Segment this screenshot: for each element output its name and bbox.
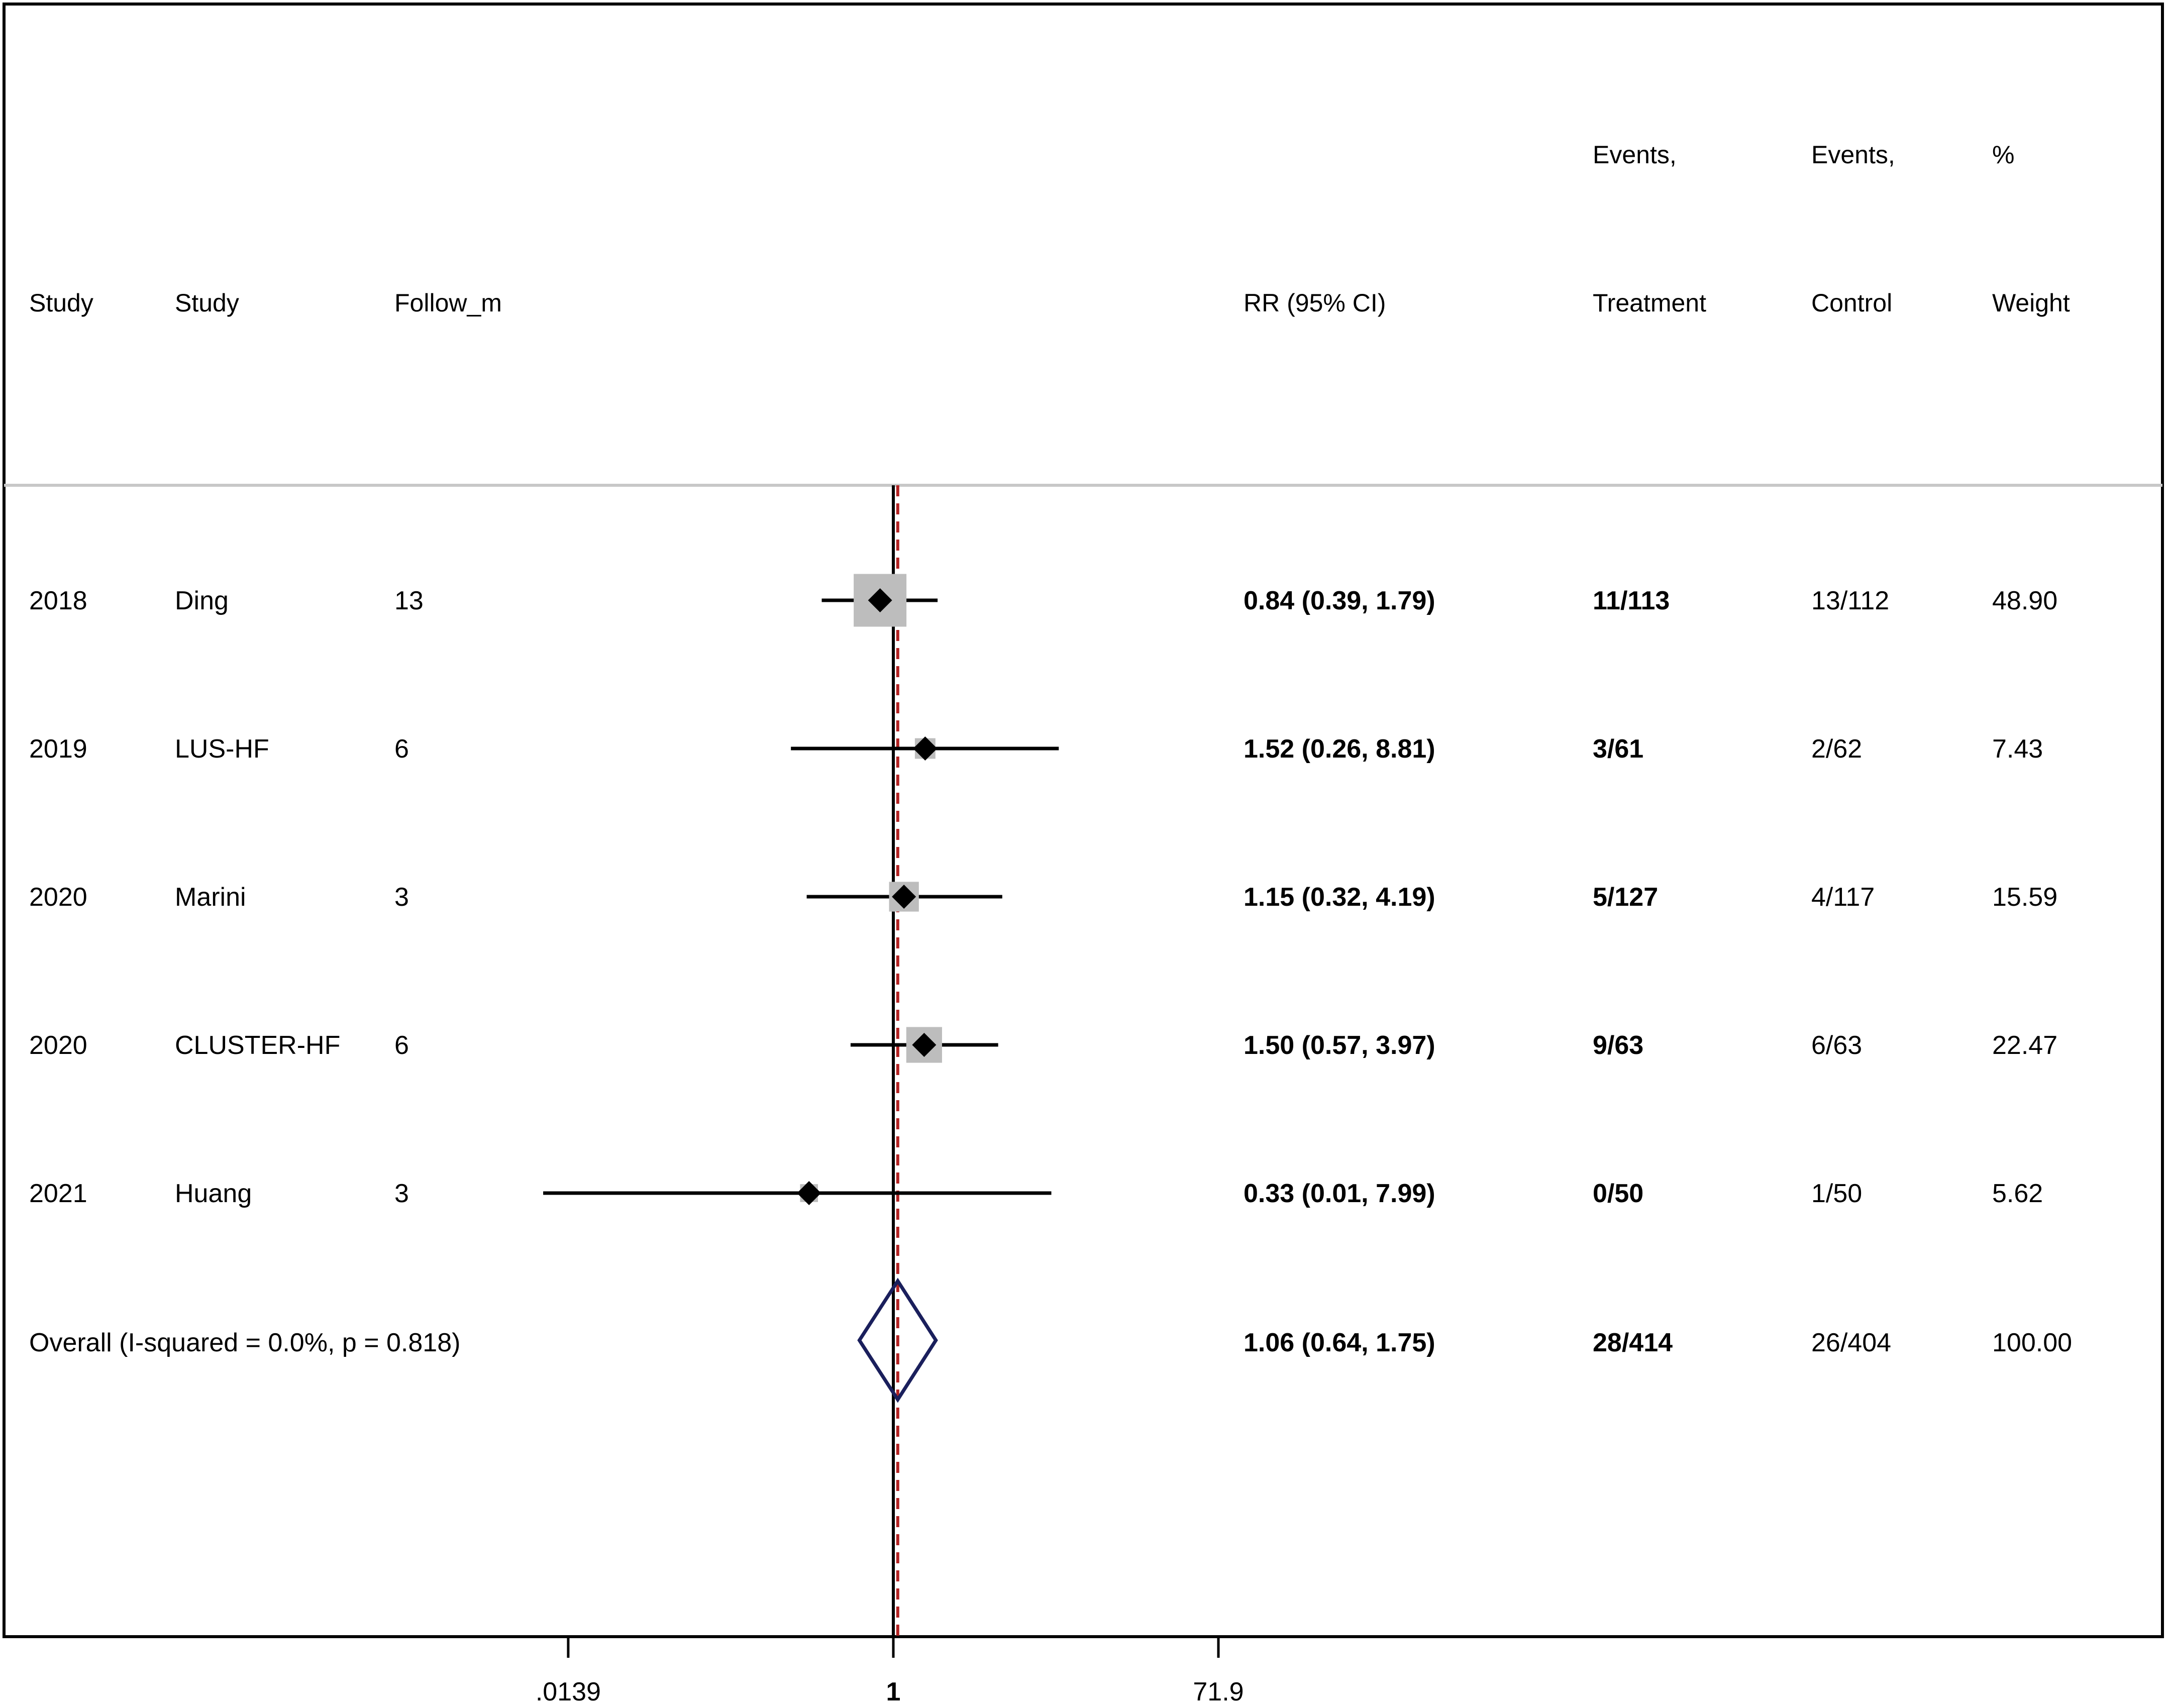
study-name: Ding	[175, 586, 229, 615]
overall-control: 26/404	[1811, 1328, 1891, 1357]
header-weight-line2: Weight	[1992, 289, 2070, 317]
study-follow: 6	[394, 1031, 409, 1060]
study-weight: 15.59	[1992, 883, 2057, 912]
study-year: 2019	[29, 734, 87, 764]
study-rr-text: 0.84 (0.39, 1.79)	[1244, 586, 1435, 615]
x-tick-label: .0139	[536, 1677, 601, 1706]
header-rr: RR (95% CI)	[1244, 289, 1386, 317]
point-estimate	[868, 588, 892, 612]
study-treatment: 9/63	[1593, 1031, 1643, 1060]
study-rr-text: 1.15 (0.32, 4.19)	[1244, 883, 1435, 912]
study-follow: 6	[394, 734, 409, 764]
x-tick-label: 71.9	[1193, 1677, 1244, 1706]
study-year: 2018	[29, 586, 87, 615]
x-tick-label: 1	[886, 1677, 901, 1706]
header-treatment-line2: Treatment	[1593, 289, 1706, 317]
study-row: 2018 Ding 13 0.84 (0.39, 1.79) 11/113 13/112 4…	[29, 574, 2057, 627]
study-treatment: 3/61	[1593, 734, 1643, 764]
study-weight: 22.47	[1992, 1031, 2057, 1060]
header-control-line1: Events,	[1811, 141, 1895, 169]
header-weight-line1: %	[1992, 141, 2014, 169]
study-treatment: 11/113	[1593, 586, 1670, 615]
point-estimate	[913, 736, 938, 761]
study-rr-text: 0.33 (0.01, 7.99)	[1244, 1179, 1435, 1208]
study-row: 2020 Marini 3 1.15 (0.32, 4.19) 5/127 4/117 15…	[29, 882, 2057, 912]
study-name: LUS-HF	[175, 734, 269, 764]
study-row: 2021 Huang 3 0.33 (0.01, 7.99) 0/50 1/50 5.62	[29, 1179, 2043, 1208]
study-follow: 3	[394, 883, 409, 912]
study-weight: 5.62	[1992, 1179, 2043, 1208]
study-rr-text: 1.52 (0.26, 8.81)	[1244, 734, 1435, 764]
header-treatment-line1: Events,	[1593, 141, 1677, 169]
study-row: 2020 CLUSTER-HF 6 1.50 (0.57, 3.97) 9/63 6/63…	[29, 1027, 2057, 1063]
header-row: Study Study Follow_m RR (95% CI) Events,…	[29, 141, 2070, 317]
study-treatment: 0/50	[1593, 1179, 1643, 1208]
study-control: 4/117	[1811, 883, 1875, 912]
study-weight: 7.43	[1992, 734, 2043, 764]
point-estimate	[797, 1181, 821, 1205]
study-year: 2020	[29, 1031, 87, 1060]
study-weight: 48.90	[1992, 586, 2057, 615]
header-study-name: Study	[175, 289, 239, 317]
study-control: 13/112	[1811, 586, 1889, 615]
study-row: 2019 LUS-HF 6 1.52 (0.26, 8.81) 3/61 2/62 7.43	[29, 734, 2043, 764]
overall-treatment: 28/414	[1593, 1328, 1673, 1357]
plot-frame	[3, 3, 2164, 1638]
study-control: 1/50	[1811, 1179, 1862, 1208]
overall-diamond	[857, 1277, 938, 1403]
point-estimate	[892, 885, 916, 909]
point-estimate	[912, 1033, 937, 1057]
study-name: CLUSTER-HF	[175, 1031, 340, 1060]
overall-weight: 100.00	[1992, 1328, 2072, 1357]
study-name: Marini	[175, 883, 246, 912]
study-control: 6/63	[1811, 1031, 1862, 1060]
study-control: 2/62	[1811, 734, 1862, 764]
study-year: 2020	[29, 883, 87, 912]
study-name: Huang	[175, 1179, 252, 1208]
header-control-line2: Control	[1811, 289, 1892, 317]
overall-rr-text: 1.06 (0.64, 1.75)	[1244, 1328, 1435, 1357]
header-follow: Follow_m	[394, 289, 502, 317]
study-treatment: 5/127	[1593, 883, 1658, 912]
header-study-year: Study	[29, 289, 93, 317]
study-year: 2021	[29, 1179, 87, 1208]
study-follow: 13	[394, 586, 424, 615]
overall-row: Overall (I-squared = 0.0%, p = 0.818) 1.…	[29, 1277, 2072, 1403]
study-rr-text: 1.50 (0.57, 3.97)	[1244, 1031, 1435, 1060]
study-follow: 3	[394, 1179, 409, 1208]
overall-label: Overall (I-squared = 0.0%, p = 0.818)	[29, 1328, 460, 1357]
